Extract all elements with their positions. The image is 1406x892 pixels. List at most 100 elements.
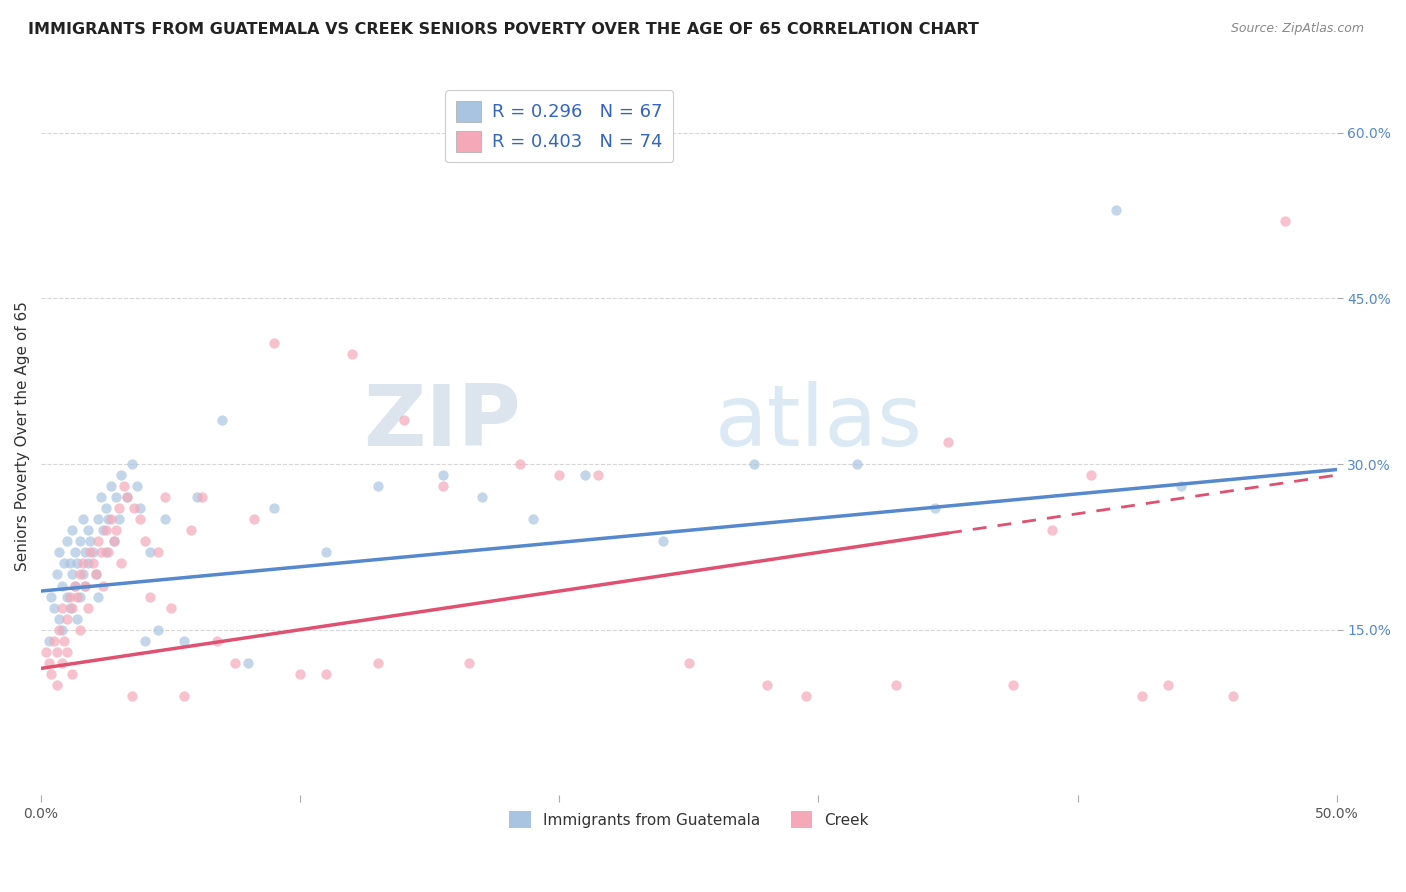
Point <box>432 468 454 483</box>
Point <box>48 623 70 637</box>
Point <box>53 633 76 648</box>
Point <box>69 623 91 637</box>
Point <box>45 645 67 659</box>
Point <box>1040 524 1063 538</box>
Point <box>75 578 97 592</box>
Point <box>51 656 73 670</box>
Point <box>82 545 104 559</box>
Point <box>72 567 94 582</box>
Point <box>1130 689 1153 703</box>
Point <box>263 501 285 516</box>
Point <box>159 600 181 615</box>
Point <box>94 501 117 516</box>
Point <box>60 600 83 615</box>
Point <box>63 545 86 559</box>
Point <box>457 656 479 670</box>
Point <box>224 656 246 670</box>
Point <box>115 490 138 504</box>
Point <box>45 678 67 692</box>
Point <box>124 501 146 516</box>
Point <box>794 689 817 703</box>
Point <box>56 645 79 659</box>
Point <box>1080 468 1102 483</box>
Point <box>42 600 65 615</box>
Point <box>87 512 110 526</box>
Point <box>69 534 91 549</box>
Point <box>42 633 65 648</box>
Point <box>59 600 82 615</box>
Point <box>69 567 91 582</box>
Point <box>211 413 233 427</box>
Point <box>100 479 122 493</box>
Text: Source: ZipAtlas.com: Source: ZipAtlas.com <box>1230 22 1364 36</box>
Point <box>45 567 67 582</box>
Point <box>38 633 60 648</box>
Point <box>191 490 214 504</box>
Point <box>72 512 94 526</box>
Legend: Immigrants from Guatemala, Creek: Immigrants from Guatemala, Creek <box>503 805 875 834</box>
Point <box>76 524 98 538</box>
Point <box>91 578 114 592</box>
Point <box>290 666 312 681</box>
Point <box>471 490 494 504</box>
Point <box>48 545 70 559</box>
Point <box>432 479 454 493</box>
Point <box>94 524 117 538</box>
Text: ZIP: ZIP <box>363 381 520 464</box>
Point <box>79 545 101 559</box>
Point <box>340 346 363 360</box>
Point <box>392 413 415 427</box>
Point <box>66 590 89 604</box>
Point <box>1001 678 1024 692</box>
Point <box>91 524 114 538</box>
Point <box>66 612 89 626</box>
Point <box>87 534 110 549</box>
Point <box>1170 479 1192 493</box>
Point <box>51 623 73 637</box>
Point <box>56 534 79 549</box>
Point <box>128 512 150 526</box>
Point <box>38 656 60 670</box>
Point <box>72 557 94 571</box>
Point <box>548 468 571 483</box>
Point <box>82 557 104 571</box>
Point <box>134 534 156 549</box>
Point <box>207 633 229 648</box>
Point <box>87 590 110 604</box>
Point <box>108 512 131 526</box>
Text: atlas: atlas <box>714 381 922 464</box>
Point <box>41 666 63 681</box>
Point <box>103 534 125 549</box>
Point <box>69 590 91 604</box>
Point <box>110 468 132 483</box>
Point <box>63 578 86 592</box>
Point <box>936 434 959 449</box>
Point <box>115 490 138 504</box>
Point <box>509 457 531 471</box>
Point <box>315 666 337 681</box>
Point <box>60 666 83 681</box>
Point <box>110 557 132 571</box>
Text: IMMIGRANTS FROM GUATEMALA VS CREEK SENIORS POVERTY OVER THE AGE OF 65 CORRELATIO: IMMIGRANTS FROM GUATEMALA VS CREEK SENIO… <box>28 22 979 37</box>
Point <box>238 656 260 670</box>
Point <box>79 534 101 549</box>
Point <box>315 545 337 559</box>
Point <box>586 468 609 483</box>
Point <box>108 501 131 516</box>
Point <box>94 545 117 559</box>
Point <box>1274 214 1296 228</box>
Point <box>678 656 700 670</box>
Point <box>90 490 112 504</box>
Point <box>121 689 143 703</box>
Point <box>1105 202 1128 217</box>
Point <box>186 490 208 504</box>
Point <box>103 534 125 549</box>
Point <box>574 468 596 483</box>
Point <box>63 578 86 592</box>
Point <box>41 590 63 604</box>
Point <box>742 457 765 471</box>
Point <box>112 479 135 493</box>
Point <box>60 567 83 582</box>
Point <box>924 501 946 516</box>
Y-axis label: Seniors Poverty Over the Age of 65: Seniors Poverty Over the Age of 65 <box>15 301 30 572</box>
